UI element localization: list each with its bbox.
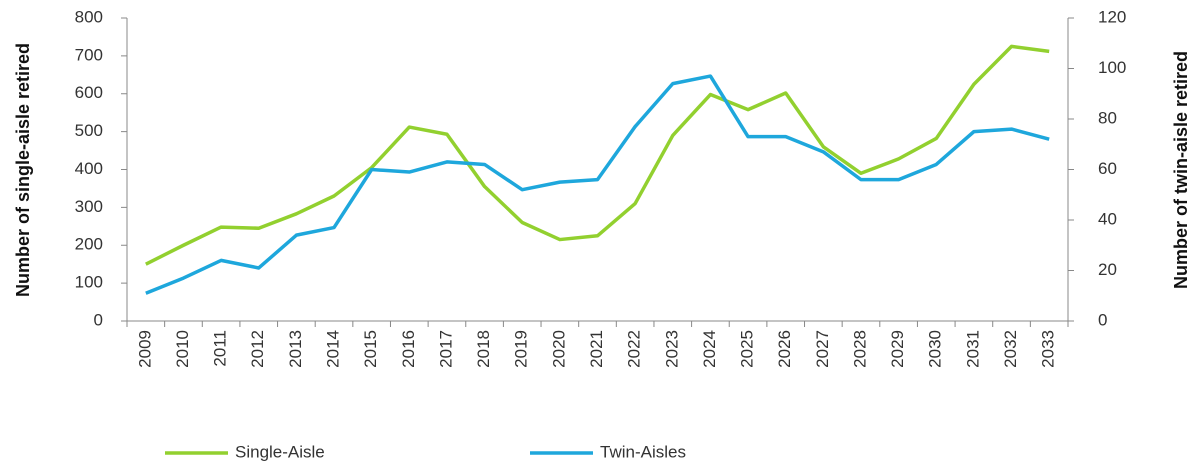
x-tick-label: 2017	[436, 330, 455, 368]
y2-tick-label: 80	[1098, 108, 1117, 127]
x-tick-label: 2018	[474, 330, 493, 368]
y2-tick-label: 0	[1098, 310, 1107, 329]
line-series	[145, 44, 1050, 266]
legend-label: Twin-Aisles	[600, 442, 686, 461]
x-tick-label: 2020	[549, 330, 568, 368]
x-tick-label: 2023	[662, 330, 681, 368]
y2-tick-label: 40	[1098, 209, 1117, 228]
x-tick-label: 2031	[963, 330, 982, 368]
x-tick-label: 2013	[286, 330, 305, 368]
x-tick-label: 2027	[813, 330, 832, 368]
line-series	[145, 74, 1050, 295]
y2-tick-label: 120	[1098, 7, 1126, 26]
x-tick-label: 2015	[361, 330, 380, 368]
y2-axis-title: Number of twin-aisle retired	[1171, 51, 1191, 289]
y-tick-label: 100	[75, 273, 103, 292]
x-tick-label: 2025	[738, 330, 757, 368]
y2-tick-label: 60	[1098, 159, 1117, 178]
legend-label: Single-Aisle	[235, 442, 325, 461]
y-tick-label: 600	[75, 83, 103, 102]
x-tick-label: 2024	[700, 330, 719, 368]
x-tick-label: 2010	[173, 330, 192, 368]
x-tick-label: 2022	[625, 330, 644, 368]
y-tick-label: 300	[75, 197, 103, 216]
y-axis-title: Number of single-aisle retired	[13, 43, 33, 297]
x-tick-label: 2028	[850, 330, 869, 368]
x-tick-label: 2030	[926, 330, 945, 368]
x-tick-label: 2014	[324, 330, 343, 368]
x-tick-label: 2033	[1039, 330, 1058, 368]
x-tick-label: 2012	[248, 330, 267, 368]
y-tick-label: 700	[75, 45, 103, 64]
x-tick-label: 2021	[587, 330, 606, 368]
y-tick-label: 200	[75, 235, 103, 254]
x-tick-label: 2011	[211, 330, 230, 367]
x-tick-label: 2032	[1001, 330, 1020, 368]
x-tick-label: 2029	[888, 330, 907, 368]
y-tick-label: 500	[75, 121, 103, 140]
y-tick-label: 400	[75, 159, 103, 178]
x-tick-label: 2016	[399, 330, 418, 368]
y-tick-label: 0	[94, 310, 103, 329]
x-tick-label: 2019	[512, 330, 531, 368]
y2-tick-label: 100	[1098, 58, 1126, 77]
x-tick-label: 2009	[135, 330, 154, 368]
y2-tick-label: 20	[1098, 260, 1117, 279]
x-tick-label: 2026	[775, 330, 794, 368]
y-tick-label: 800	[75, 7, 103, 26]
